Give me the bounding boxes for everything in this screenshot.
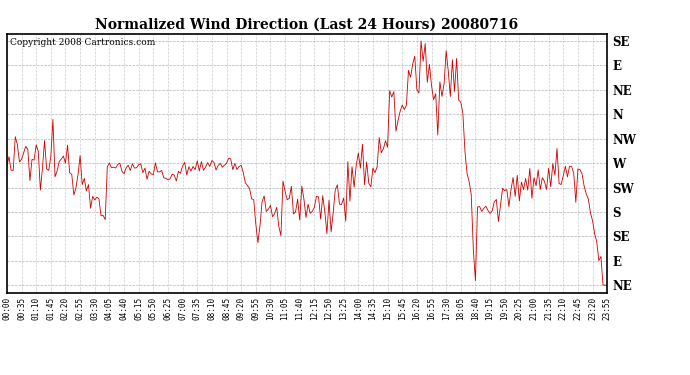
Title: Normalized Wind Direction (Last 24 Hours) 20080716: Normalized Wind Direction (Last 24 Hours… xyxy=(95,17,519,31)
Text: Copyright 2008 Cartronics.com: Copyright 2008 Cartronics.com xyxy=(10,38,155,46)
